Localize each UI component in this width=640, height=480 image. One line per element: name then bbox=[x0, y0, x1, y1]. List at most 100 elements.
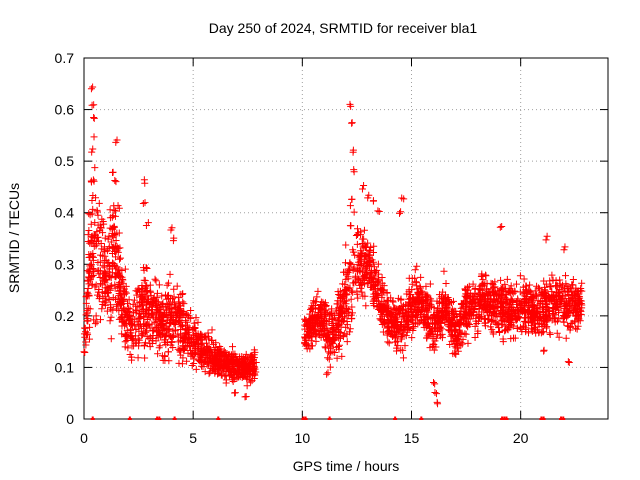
data-point bbox=[522, 282, 530, 290]
data-point bbox=[372, 293, 380, 301]
data-point bbox=[546, 314, 554, 322]
data-point bbox=[387, 318, 395, 326]
data-point bbox=[391, 304, 399, 312]
data-point bbox=[344, 275, 352, 283]
data-point bbox=[496, 223, 504, 231]
data-point bbox=[458, 340, 466, 348]
data-point bbox=[516, 272, 524, 280]
data-point bbox=[224, 367, 232, 375]
data-point bbox=[174, 318, 182, 326]
data-point bbox=[542, 302, 550, 310]
data-point bbox=[324, 348, 332, 356]
data-point bbox=[574, 312, 582, 320]
data-point bbox=[527, 308, 535, 316]
data-point bbox=[137, 293, 145, 301]
data-point bbox=[132, 332, 140, 340]
data-point bbox=[337, 323, 345, 331]
data-point bbox=[504, 316, 512, 324]
data-point bbox=[139, 200, 147, 208]
data-point bbox=[343, 330, 351, 338]
data-point bbox=[512, 280, 520, 288]
data-point bbox=[130, 335, 138, 343]
data-point bbox=[549, 276, 557, 284]
data-point bbox=[162, 332, 170, 340]
data-point bbox=[360, 181, 368, 189]
data-point bbox=[106, 224, 114, 232]
data-point bbox=[321, 307, 329, 315]
data-point bbox=[405, 288, 413, 296]
data-point bbox=[177, 351, 185, 359]
data-point bbox=[547, 295, 555, 303]
data-point bbox=[89, 205, 97, 213]
data-point bbox=[455, 320, 463, 328]
data-point bbox=[166, 270, 174, 278]
data-point bbox=[471, 333, 479, 341]
x-tick-label: 0 bbox=[80, 430, 88, 446]
data-point bbox=[383, 289, 391, 297]
data-point bbox=[346, 259, 354, 267]
data-point bbox=[531, 287, 539, 295]
data-point bbox=[89, 256, 97, 264]
data-point bbox=[92, 312, 100, 320]
data-point bbox=[134, 321, 142, 329]
data-point bbox=[221, 349, 229, 357]
data-point bbox=[370, 280, 378, 288]
data-point bbox=[360, 272, 368, 280]
data-point bbox=[508, 287, 516, 295]
data-point bbox=[390, 306, 398, 314]
data-point bbox=[172, 326, 180, 334]
data-point bbox=[420, 323, 428, 331]
data-point bbox=[349, 288, 357, 296]
data-point bbox=[411, 320, 419, 328]
data-point bbox=[101, 272, 109, 280]
data-point bbox=[330, 331, 338, 339]
data-point bbox=[326, 363, 334, 371]
data-point bbox=[323, 370, 331, 378]
data-point bbox=[372, 268, 380, 276]
data-point bbox=[111, 284, 119, 292]
data-point bbox=[378, 285, 386, 293]
data-point bbox=[97, 280, 105, 288]
data-point bbox=[91, 320, 99, 328]
data-point bbox=[86, 335, 94, 343]
data-point bbox=[371, 272, 379, 280]
data-point bbox=[525, 299, 533, 307]
data-point bbox=[538, 320, 546, 328]
data-point bbox=[143, 282, 151, 290]
baseline-point bbox=[419, 416, 424, 420]
data-point bbox=[101, 234, 109, 242]
data-point bbox=[453, 334, 461, 342]
data-point bbox=[492, 310, 500, 318]
data-point bbox=[353, 240, 361, 248]
data-point bbox=[446, 323, 454, 331]
data-point bbox=[80, 348, 88, 356]
data-point bbox=[391, 330, 399, 338]
data-point bbox=[536, 285, 544, 293]
data-point bbox=[486, 303, 494, 311]
data-point bbox=[553, 289, 561, 297]
data-point bbox=[475, 313, 483, 321]
data-point bbox=[553, 329, 561, 337]
data-point bbox=[348, 303, 356, 311]
data-point bbox=[90, 101, 98, 109]
data-point bbox=[84, 317, 92, 325]
data-point bbox=[385, 307, 393, 315]
data-point bbox=[502, 291, 510, 299]
data-point bbox=[138, 298, 146, 306]
data-point bbox=[433, 334, 441, 342]
data-point bbox=[136, 315, 144, 323]
data-point bbox=[521, 308, 529, 316]
data-point bbox=[430, 340, 438, 348]
data-point bbox=[105, 265, 113, 273]
data-point bbox=[501, 327, 509, 335]
data-point bbox=[122, 309, 130, 317]
data-point bbox=[416, 306, 424, 314]
data-point bbox=[503, 275, 511, 283]
data-point bbox=[146, 339, 154, 347]
data-point bbox=[404, 318, 412, 326]
data-point bbox=[195, 336, 203, 344]
data-point bbox=[573, 306, 581, 314]
data-point bbox=[417, 298, 425, 306]
data-point bbox=[466, 309, 474, 317]
baseline-point bbox=[157, 416, 162, 420]
